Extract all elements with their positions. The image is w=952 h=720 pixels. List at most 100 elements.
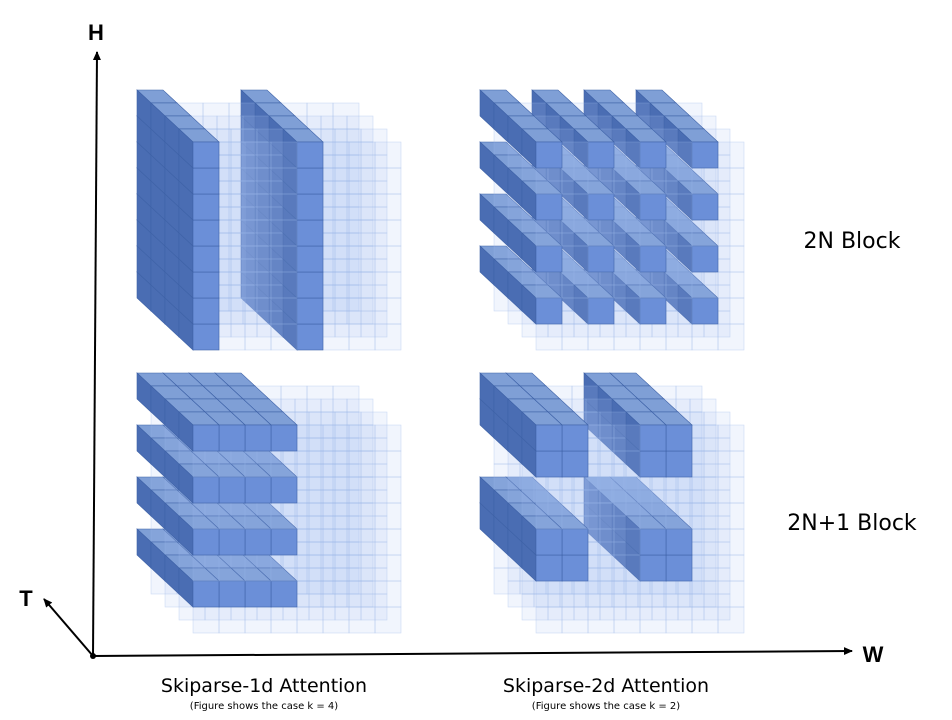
cube-faint — [374, 219, 402, 247]
cube-faint — [242, 271, 270, 299]
cube-faint — [334, 128, 362, 156]
cube-faint — [348, 580, 376, 608]
cube-faint — [597, 463, 625, 491]
cube-faint — [587, 580, 615, 608]
cube-faint — [270, 193, 298, 221]
cube-faint — [348, 193, 376, 221]
cube-front — [587, 141, 615, 169]
cube-faint — [613, 554, 641, 582]
cube-faint — [332, 385, 360, 413]
cube-faint — [374, 193, 402, 221]
cube-faint — [689, 450, 717, 478]
cube-faint — [663, 580, 691, 608]
cube-faint — [613, 528, 641, 556]
cube-faint — [639, 580, 667, 608]
cube-faint — [703, 437, 731, 465]
cube-faint — [639, 476, 667, 504]
cube-faint — [348, 528, 376, 556]
cube-front — [296, 297, 324, 325]
cube-front — [244, 580, 272, 608]
cube-faint — [599, 515, 627, 543]
cube-faint — [691, 502, 719, 530]
cube-faint — [599, 593, 627, 621]
cube-front — [587, 245, 615, 273]
column-title: Skiparse-2d Attention — [503, 675, 709, 697]
cube-faint — [306, 411, 334, 439]
row-label: 2N Block — [804, 229, 901, 254]
cube-faint — [599, 437, 627, 465]
cube-faint — [348, 167, 376, 195]
cube-front — [218, 424, 246, 452]
cube-faint — [587, 502, 615, 530]
cube-front — [192, 528, 220, 556]
cube-faint — [216, 297, 244, 325]
cube-front — [691, 297, 719, 325]
cube-faint — [374, 141, 402, 169]
cube-faint — [332, 411, 360, 439]
cube-faint — [244, 141, 272, 169]
cube-faint — [587, 424, 615, 452]
cube-faint — [348, 424, 376, 452]
cube-faint — [587, 476, 615, 504]
cube-faint — [717, 554, 745, 582]
cube-faint — [374, 424, 402, 452]
cube-faint — [308, 489, 336, 517]
cube-faint — [270, 141, 298, 169]
cube-faint — [561, 580, 589, 608]
cube-faint — [651, 489, 679, 517]
cube-front — [639, 554, 667, 582]
cube-faint — [218, 245, 246, 273]
cube-faint — [677, 593, 705, 621]
column-title: Skiparse-1d Attention — [161, 675, 367, 697]
cube-faint — [322, 450, 350, 478]
cube-front — [244, 476, 272, 504]
cube-faint — [346, 297, 374, 325]
cube-faint — [216, 115, 244, 143]
cube-faint — [244, 554, 272, 582]
cube-faint — [320, 245, 348, 273]
cube-faint — [322, 141, 350, 169]
cube-faint — [613, 424, 641, 452]
cube-faint — [346, 219, 374, 247]
cube-faint — [242, 115, 270, 143]
cube-faint — [691, 219, 719, 247]
cube-faint — [308, 541, 336, 569]
cube-faint — [689, 398, 717, 426]
cube-faint — [587, 219, 615, 247]
cube-faint — [280, 385, 308, 413]
cube-faint — [348, 245, 376, 273]
cube-faint — [308, 411, 336, 439]
cube-faint — [639, 606, 667, 634]
cube-faint — [216, 141, 244, 169]
cube-faint — [703, 463, 731, 491]
cube-front — [639, 424, 667, 452]
cube-faint — [613, 297, 641, 325]
cube-faint — [691, 450, 719, 478]
cube-faint — [346, 554, 374, 582]
cube-faint — [639, 167, 667, 195]
cube-faint — [374, 476, 402, 504]
cube-faint — [332, 232, 360, 260]
cube-faint — [613, 580, 641, 608]
cube-faint — [639, 323, 667, 351]
cube-faint — [244, 323, 272, 351]
cube-faint — [717, 528, 745, 556]
cube-faint — [296, 476, 324, 504]
cube-faint — [493, 463, 521, 491]
cube-faint — [332, 541, 360, 569]
axis-label-t: T — [19, 586, 33, 611]
cube-faint — [521, 593, 549, 621]
cube-faint — [360, 154, 388, 182]
cube-front — [535, 297, 563, 325]
cube-faint — [559, 580, 587, 608]
cube-faint — [360, 310, 388, 338]
cube-faint — [360, 411, 388, 439]
cube-faint — [507, 580, 535, 608]
cube-faint — [320, 424, 348, 452]
column-caption: (Figure shows the case k = 4) — [190, 701, 338, 712]
cube-faint — [332, 128, 360, 156]
cube-faint — [703, 411, 731, 439]
cube-faint — [677, 489, 705, 517]
cube-front — [535, 424, 563, 452]
